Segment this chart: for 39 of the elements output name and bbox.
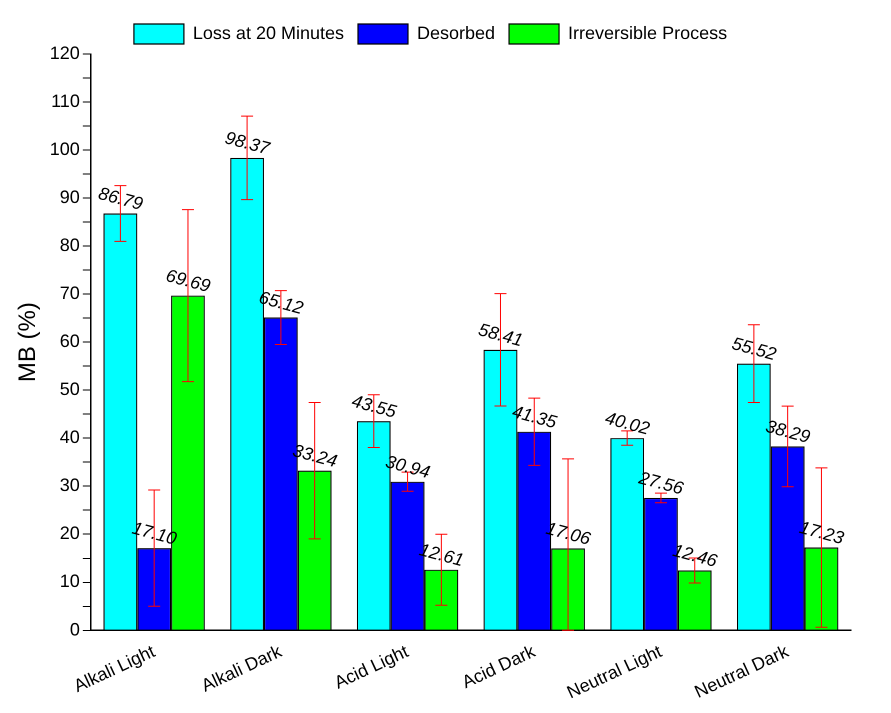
data-label: 27.56 — [636, 467, 687, 499]
data-label: 40.02 — [603, 408, 652, 439]
x-tick-label: Acid Dark — [458, 640, 539, 692]
legend-label: Loss at 20 Minutes — [192, 22, 344, 43]
data-label: 86.79 — [96, 183, 145, 214]
data-label: 55.52 — [730, 333, 778, 364]
data-label: 30.94 — [383, 451, 432, 482]
x-tick-label: Alkali Light — [70, 641, 158, 696]
y-tick-label: 120 — [50, 42, 80, 63]
y-axis-title: MB (%) — [14, 302, 42, 382]
x-tick-label: Alkali Dark — [198, 640, 286, 696]
x-tick-label: Acid Light — [331, 641, 412, 693]
y-tick-label: 0 — [70, 619, 80, 640]
y-tick-label: 30 — [60, 475, 80, 496]
legend-label: Irreversible Process — [568, 22, 728, 43]
data-label: 38.29 — [764, 416, 812, 447]
data-label: 17.23 — [797, 517, 846, 548]
y-tick-label: 20 — [60, 523, 80, 544]
data-label: 17.10 — [130, 518, 179, 549]
data-label: 65.12 — [256, 287, 306, 318]
y-tick-label: 40 — [60, 427, 80, 448]
y-tick-label: 100 — [50, 139, 80, 160]
data-label: 98.37 — [223, 127, 273, 159]
data-label: 12.46 — [670, 540, 720, 572]
y-tick-label: 50 — [60, 379, 80, 400]
y-tick-label: 110 — [51, 90, 80, 111]
data-label: 33.24 — [290, 440, 340, 472]
data-label: 12.61 — [417, 539, 466, 570]
data-label: 69.69 — [164, 265, 213, 296]
legend-label: Desorbed — [416, 22, 496, 43]
data-label: 17.06 — [544, 518, 594, 550]
y-tick-label: 10 — [60, 571, 80, 592]
data-label: 43.55 — [350, 390, 400, 422]
data-label: 41.35 — [510, 401, 560, 432]
y-tick-label: 90 — [60, 187, 80, 208]
y-tick-label: 80 — [60, 235, 80, 256]
y-tick-label: 70 — [60, 283, 80, 304]
data-label: 58.41 — [476, 319, 526, 350]
y-tick-label: 60 — [60, 331, 80, 352]
